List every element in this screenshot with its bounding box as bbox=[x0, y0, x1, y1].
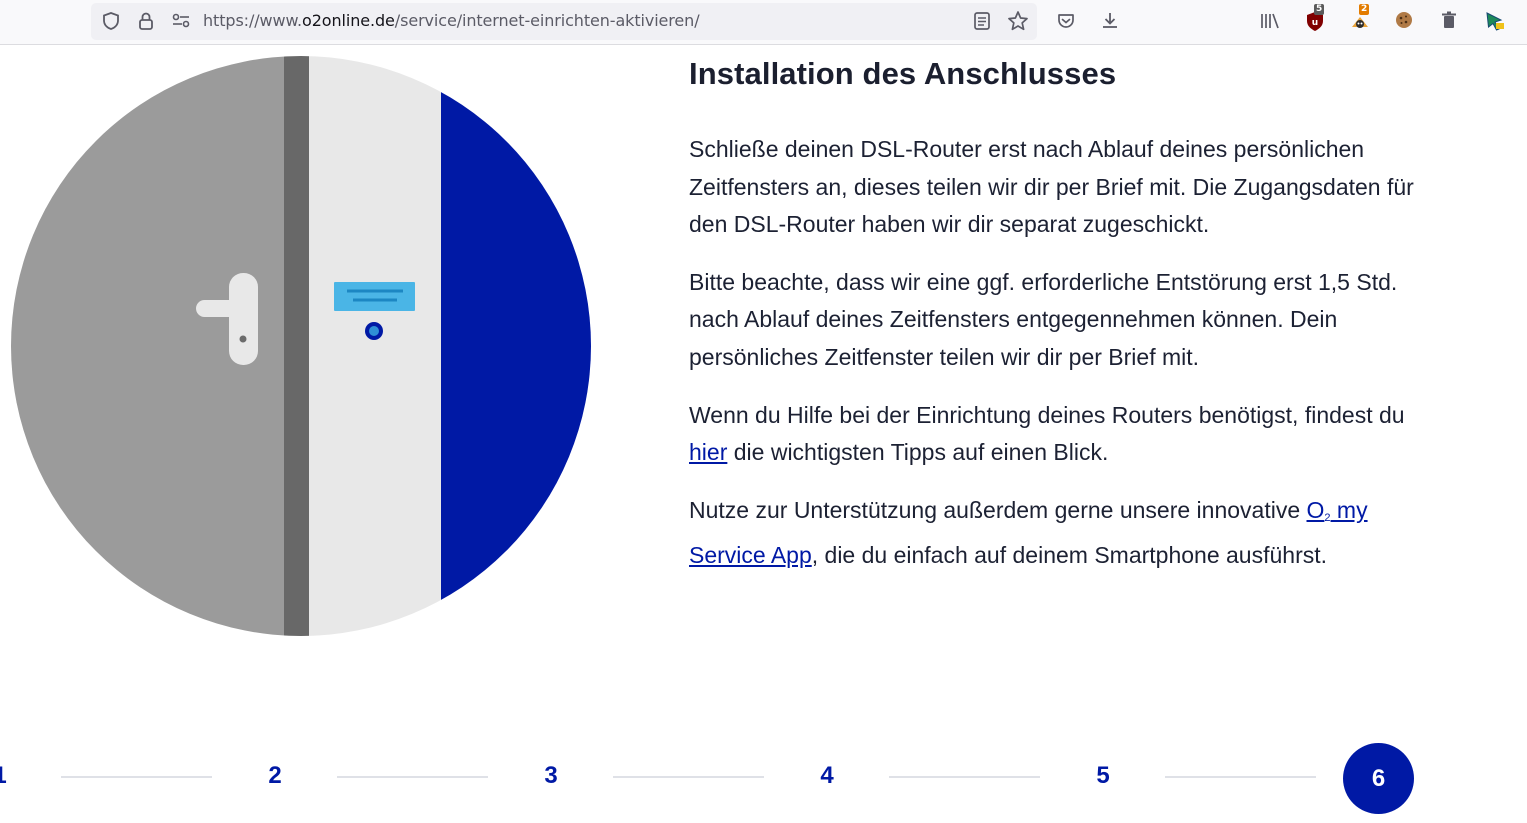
paragraph-2: Bitte beachte, dass wir eine ggf. erford… bbox=[689, 268, 1398, 370]
paragraph-3-text-end: die wichtigsten Tipps auf einen Blick. bbox=[727, 439, 1109, 466]
browser-toolbar: https://www.o2online.de/service/internet… bbox=[0, 0, 1527, 45]
step-connector bbox=[889, 776, 1040, 778]
doorbell-icon bbox=[334, 282, 415, 340]
step-connector bbox=[613, 776, 764, 778]
permissions-icon[interactable] bbox=[170, 11, 192, 31]
url-text[interactable]: https://www.o2online.de/service/internet… bbox=[203, 11, 700, 30]
extension-cursor-icon[interactable] bbox=[1483, 9, 1507, 33]
step-4[interactable]: 4 bbox=[820, 762, 834, 789]
ublock-badge: 5 bbox=[1314, 4, 1325, 15]
url-prefix: https://www. bbox=[203, 11, 303, 30]
step-connector bbox=[337, 776, 488, 778]
reader-view-icon[interactable] bbox=[971, 10, 993, 32]
trash-icon[interactable] bbox=[1438, 9, 1460, 31]
svg-text:u: u bbox=[1312, 18, 1318, 28]
app-link-rest: my Service App bbox=[689, 496, 1368, 569]
app-link-sub: 2 bbox=[1324, 511, 1331, 524]
step-2[interactable]: 2 bbox=[268, 762, 282, 789]
paragraph-3-text: Wenn du Hilfe bei der Einrichtung deines… bbox=[689, 401, 1405, 428]
app-link-o: O bbox=[1306, 496, 1325, 523]
door-frame bbox=[284, 56, 309, 636]
address-bar[interactable] bbox=[91, 3, 1037, 40]
downloads-icon[interactable] bbox=[1099, 9, 1121, 31]
article-content: Installation des Anschlusses Schließe de… bbox=[689, 56, 1419, 595]
step-navigation: 1 2 3 4 5 6 bbox=[0, 740, 1527, 823]
paragraph-4: Nutze zur Unterstützung außerdem gerne u… bbox=[689, 492, 1419, 575]
step-connector bbox=[61, 776, 212, 778]
step-connector bbox=[1165, 776, 1316, 778]
my-service-app-link[interactable]: O2 my Service App bbox=[689, 497, 1368, 569]
ublock-icon[interactable]: u 5 bbox=[1303, 4, 1327, 34]
wall-panel bbox=[309, 56, 441, 636]
paragraph-1: Schließe deinen DSL-Router erst nach Abl… bbox=[689, 136, 1414, 238]
extension-fox-badge: 2 bbox=[1359, 4, 1370, 15]
pocket-icon[interactable] bbox=[1055, 10, 1077, 32]
step-3[interactable]: 3 bbox=[544, 762, 558, 789]
bookmark-star-icon[interactable] bbox=[1006, 9, 1030, 33]
paragraph-3: Wenn du Hilfe bei der Einrichtung deines… bbox=[689, 397, 1419, 472]
url-path: /service/internet-einrichten-aktivieren/ bbox=[394, 11, 700, 30]
library-icon[interactable] bbox=[1258, 10, 1282, 32]
tracking-protection-shield-icon[interactable] bbox=[100, 10, 122, 32]
door-illustration bbox=[10, 55, 592, 637]
extension-fox-icon[interactable]: 2 bbox=[1347, 4, 1373, 34]
paragraph-4-text: Nutze zur Unterstützung außerdem gerne u… bbox=[689, 496, 1307, 523]
cookie-icon[interactable] bbox=[1393, 9, 1415, 31]
paragraph-4-text-end: , die du einfach auf deinem Smartphone a… bbox=[811, 542, 1328, 569]
blue-section bbox=[441, 56, 591, 636]
tips-link[interactable]: hier bbox=[689, 439, 728, 466]
url-host: o2online.de bbox=[302, 11, 395, 30]
step-5[interactable]: 5 bbox=[1096, 762, 1110, 789]
page-title: Installation des Anschlusses bbox=[689, 56, 1117, 91]
lock-icon[interactable] bbox=[136, 10, 156, 32]
door-handle-icon bbox=[196, 273, 258, 365]
step-6-active[interactable]: 6 bbox=[1343, 743, 1414, 814]
step-1[interactable]: 1 bbox=[0, 762, 20, 790]
